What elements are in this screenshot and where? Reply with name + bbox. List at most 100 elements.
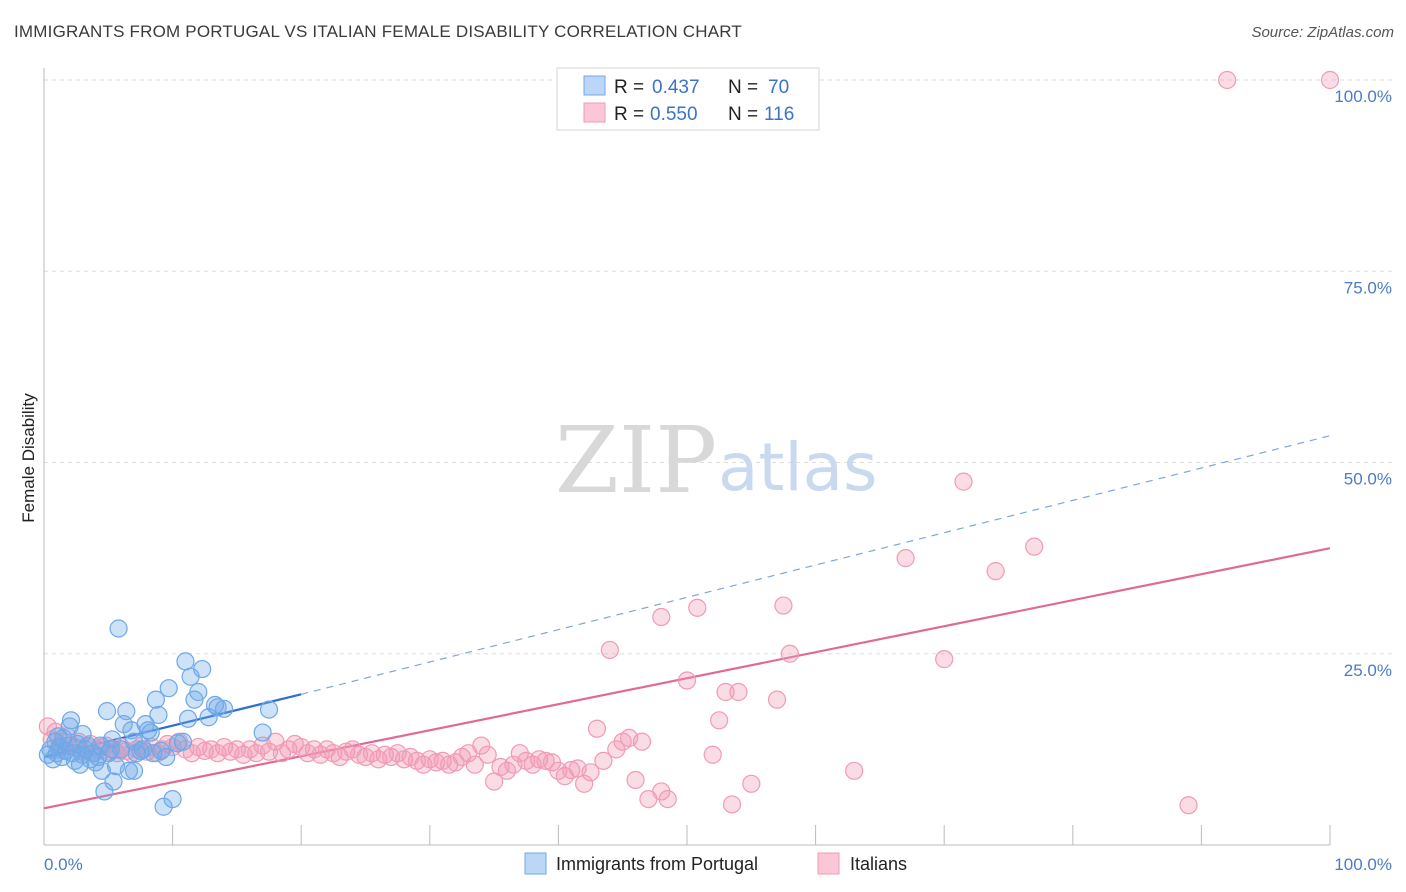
portugal-point: [253, 723, 272, 742]
trend-line-italians: [43, 547, 1331, 810]
italians-point: [472, 736, 491, 755]
italians-point: [703, 745, 722, 764]
bottom-legend-label-portugal: Immigrants from Portugal: [556, 854, 758, 874]
italians-point: [1218, 70, 1237, 90]
italians-point: [729, 682, 748, 702]
portugal-point: [92, 761, 111, 780]
italians-point: [688, 598, 707, 617]
portugal-point: [117, 702, 136, 721]
portugal-point: [214, 699, 234, 718]
italians-points: [38, 70, 1340, 815]
portugal-point: [205, 695, 225, 715]
italians-point: [774, 596, 793, 615]
legend-swatch-portugal: [583, 75, 606, 96]
y-tick-label-50: 50.0%: [1344, 470, 1392, 489]
portugal-point: [259, 700, 279, 719]
portugal-point: [61, 711, 81, 730]
portugal-point: [193, 659, 212, 679]
italians-point: [581, 763, 600, 782]
italians-point: [954, 472, 973, 491]
italians-point: [158, 734, 177, 754]
legend-r-label-2: R =: [614, 104, 644, 125]
legend-swatch-italians: [583, 102, 606, 123]
grid-lines: [44, 79, 1392, 655]
portugal-points: [38, 619, 279, 816]
watermark-atlas: atlas: [718, 429, 878, 506]
y-tick-label-25: 25.0%: [1344, 661, 1392, 680]
italians-point: [1320, 70, 1340, 90]
portugal-point: [124, 732, 144, 751]
portugal-point: [178, 709, 198, 728]
portugal-point: [163, 789, 182, 809]
italians-point: [536, 751, 555, 770]
legend-r-value-1: 0.437: [652, 77, 700, 98]
italians-point: [767, 690, 787, 709]
bottom-legend-label-italians: Italians: [850, 854, 907, 874]
italians-point: [742, 774, 761, 793]
portugal-point: [149, 705, 168, 725]
italians-point: [652, 607, 671, 627]
italians-point: [716, 682, 735, 702]
portugal-point: [104, 772, 123, 791]
italians-point: [722, 795, 742, 814]
portugal-point: [159, 679, 178, 698]
italians-point: [677, 671, 697, 690]
legend-r-value-2: 0.550: [650, 104, 698, 125]
italians-point: [575, 774, 594, 793]
portugal-point: [103, 730, 122, 749]
portugal-point: [176, 652, 195, 671]
legend-box: R = 0.437 N = 70 R = 0.550 N = 116: [556, 67, 820, 131]
italians-point: [465, 755, 484, 774]
portugal-point: [95, 782, 114, 801]
legend-r-label-1: R =: [614, 77, 644, 98]
italians-point: [600, 640, 619, 660]
bottom-legend: Immigrants from Portugal Italians: [524, 852, 907, 875]
portugal-point: [91, 736, 110, 755]
x-tick-label-min: 0.0%: [44, 855, 83, 874]
italians-point: [845, 761, 864, 780]
portugal-point: [208, 698, 227, 717]
portugal-point: [141, 723, 160, 742]
y-axis-label: Female Disability: [19, 393, 38, 523]
legend-n-label-2: N =: [728, 104, 758, 125]
italians-point: [587, 719, 607, 738]
italians-point: [478, 745, 497, 764]
portugal-point: [73, 724, 92, 744]
italians-point: [780, 644, 799, 663]
watermark: ZIP atlas: [555, 407, 878, 514]
legend-n-value-1: 70: [768, 77, 789, 98]
italians-point: [1025, 537, 1044, 556]
portugal-point: [146, 690, 165, 709]
italians-point: [562, 760, 581, 780]
portugal-point: [124, 761, 144, 780]
portugal-point: [173, 732, 192, 751]
watermark-zip: ZIP: [555, 407, 717, 514]
portugal-point: [119, 761, 138, 780]
bottom-legend-swatch-portugal: [524, 852, 547, 875]
legend-n-label-1: N =: [728, 77, 758, 98]
italians-point: [594, 751, 613, 770]
italians-point: [1179, 796, 1198, 815]
y-tick-label-75: 75.0%: [1344, 278, 1392, 297]
portugal-point: [139, 721, 158, 740]
italians-point: [652, 782, 671, 801]
chart-source: Source: ZipAtlas.com: [1251, 24, 1394, 41]
portugal-point: [49, 727, 68, 746]
italians-point: [986, 562, 1005, 581]
legend-n-value-2: 116: [764, 104, 794, 125]
x-tick-label-max: 100.0%: [1334, 855, 1392, 874]
portugal-point: [97, 702, 117, 721]
italians-point: [896, 549, 915, 568]
portugal-point: [157, 747, 176, 767]
tick-labels: 100.0% 75.0% 50.0% 25.0% 0.0% 100.0%: [44, 87, 1392, 874]
y-tick-label-100: 100.0%: [1334, 87, 1392, 106]
axes: [43, 68, 1331, 846]
chart-title: IMMIGRANTS FROM PORTUGAL VS ITALIAN FEMA…: [14, 22, 743, 41]
italians-point: [620, 728, 639, 748]
italians-point: [935, 650, 954, 669]
portugal-point: [189, 682, 208, 702]
bottom-legend-swatch-italians: [817, 852, 840, 875]
portugal-point: [109, 619, 128, 638]
italians-point: [710, 711, 729, 730]
